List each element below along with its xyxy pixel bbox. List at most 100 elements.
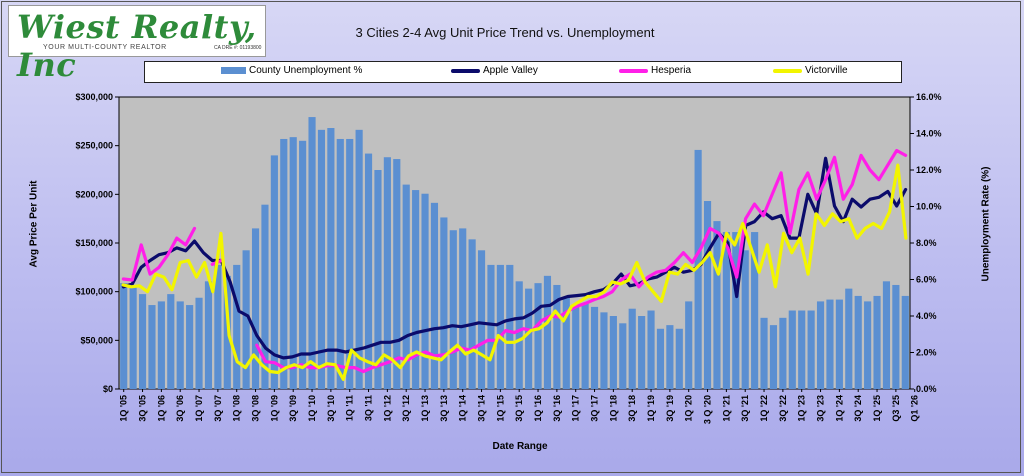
y-tick-label-right: 10.0%: [916, 202, 942, 212]
x-tick-label: 3Q '23: [816, 395, 826, 422]
unemployment-bar: [798, 310, 806, 389]
unemployment-bar: [120, 283, 128, 389]
y-tick-label-right: 12.0%: [916, 165, 942, 175]
legend-swatch-hesperia: [619, 68, 648, 73]
legend-swatch-unemployment: [221, 67, 246, 74]
unemployment-bar: [675, 328, 683, 389]
plot-area: [118, 96, 911, 390]
unemployment-bar: [760, 317, 768, 389]
x-tick-label: 1Q '11: [345, 395, 355, 421]
y-tick-label-right: 16.0%: [916, 92, 942, 102]
legend-label-victorville: Victorville: [805, 65, 848, 76]
unemployment-bar: [694, 149, 702, 389]
unemployment-bar: [299, 140, 307, 389]
unemployment-bar: [506, 264, 514, 389]
apple-valley-line: [121, 156, 908, 360]
unemployment-bar: [788, 310, 796, 389]
unemployment-bar: [251, 228, 260, 389]
unemployment-bar: [496, 264, 504, 389]
unemployment-bar: [656, 328, 665, 389]
unemployment-bar: [364, 153, 373, 389]
unemployment-bar: [713, 221, 721, 389]
unemployment-bar: [553, 284, 561, 389]
unemployment-bar: [374, 170, 382, 389]
y-tick-label-right: 0.0%: [916, 384, 937, 394]
unemployment-bar: [157, 301, 165, 389]
unemployment-bar: [477, 250, 486, 389]
unemployment-bar: [167, 294, 175, 389]
x-tick-label: 1Q '23: [797, 395, 807, 422]
unemployment-bar: [892, 284, 900, 389]
victorville-line: [121, 163, 908, 381]
legend-label-unemployment: County Unemployment %: [249, 65, 363, 76]
x-tick-label: 1Q '15: [495, 395, 505, 422]
y-tick-label-right: 14.0%: [916, 129, 942, 139]
unemployment-bar: [233, 264, 241, 389]
unemployment-bar: [393, 159, 401, 389]
unemployment-bar: [741, 250, 749, 389]
unemployment-bar: [346, 138, 354, 389]
unemployment-bar: [280, 138, 288, 389]
x-tick-label: 1Q '16: [533, 395, 543, 422]
unemployment-bar: [722, 232, 730, 389]
unemployment-bar: [590, 306, 599, 389]
y-tick-label-left: $100,000: [75, 287, 113, 297]
y-tick-label-left: $250,000: [75, 141, 113, 151]
unemployment-bar: [449, 230, 457, 389]
x-tick-label: 3Q '12: [401, 395, 411, 422]
unemployment-bar: [835, 299, 843, 389]
x-tick-label: 1Q '14: [458, 395, 468, 422]
unemployment-bar: [148, 305, 156, 389]
unemployment-bar: [882, 281, 891, 389]
unemployment-bar: [543, 275, 552, 389]
x-tick-label: 1Q '07: [194, 395, 204, 422]
unemployment-bar: [430, 202, 439, 389]
unemployment-bar: [289, 137, 297, 389]
x-tick-label: 3Q '19: [665, 395, 675, 422]
x-tick-label: 1Q '06: [156, 395, 166, 422]
x-tick-label: 3Q '14: [477, 395, 487, 422]
x-tick-label: 3Q '16: [552, 395, 562, 422]
unemployment-bar: [261, 204, 269, 389]
legend-item-victorville: Victorville: [773, 65, 848, 76]
y-tick-label-right: 8.0%: [916, 238, 937, 248]
chart-title: 3 Cities 2-4 Avg Unit Price Trend vs. Un…: [355, 25, 655, 40]
unemployment-bar: [355, 129, 363, 389]
x-tick-label: Q1 '26: [910, 395, 920, 422]
unemployment-bar: [609, 316, 617, 389]
x-tick-label: 1Q '22: [759, 395, 769, 422]
x-tick-label: 3Q '21: [740, 395, 750, 422]
y-tick-label-left: $300,000: [75, 92, 113, 102]
unemployment-bar: [619, 323, 627, 389]
y-tick-label-right: 4.0%: [916, 311, 937, 321]
legend-label-apple-valley: Apple Valley: [483, 65, 538, 76]
y-tick-label-left: $50,000: [80, 335, 113, 345]
unemployment-bar: [666, 325, 674, 389]
unemployment-bar: [525, 288, 533, 389]
x-tick-label: 3Q '06: [175, 395, 185, 422]
unemployment-bar: [826, 299, 834, 389]
x-tick-label: 1Q '08: [232, 395, 242, 422]
unemployment-bar: [317, 129, 326, 389]
unemployment-bar: [270, 155, 278, 389]
y-tick-label-left: $150,000: [75, 238, 113, 248]
unemployment-bar: [873, 295, 881, 389]
unemployment-bar: [515, 281, 523, 389]
legend-label-hesperia: Hesperia: [651, 65, 692, 76]
unemployment-bar: [214, 264, 222, 389]
logo-tagline: YOUR MULTI-COUNTY REALTOR: [43, 44, 167, 51]
unemployment-bar: [854, 295, 862, 389]
unemployment-bar: [138, 294, 147, 389]
unemployment-bar: [242, 250, 250, 389]
unemployment-bar: [628, 308, 636, 389]
x-tick-label: 3Q '07: [213, 395, 223, 422]
unemployment-bar: [600, 312, 608, 389]
x-tick-label: 1Q '09: [269, 395, 279, 422]
x-tick-label: 3Q '13: [439, 395, 449, 422]
unemployment-bar: [421, 193, 429, 389]
y-tick-label-left: $200,000: [75, 189, 113, 199]
unemployment-bar: [308, 117, 316, 389]
unemployment-bar: [195, 297, 203, 389]
y-tick-label-left: $0: [103, 384, 113, 394]
